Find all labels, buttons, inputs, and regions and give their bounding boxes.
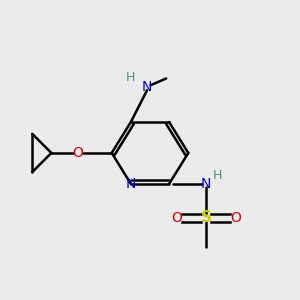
Text: N: N xyxy=(126,177,136,191)
Text: O: O xyxy=(230,211,241,225)
Text: N: N xyxy=(201,177,211,191)
Text: O: O xyxy=(171,211,182,225)
Text: H: H xyxy=(213,169,222,182)
Text: N: N xyxy=(142,80,152,94)
Text: O: O xyxy=(72,146,83,160)
Text: H: H xyxy=(126,71,136,84)
Text: S: S xyxy=(200,210,211,225)
